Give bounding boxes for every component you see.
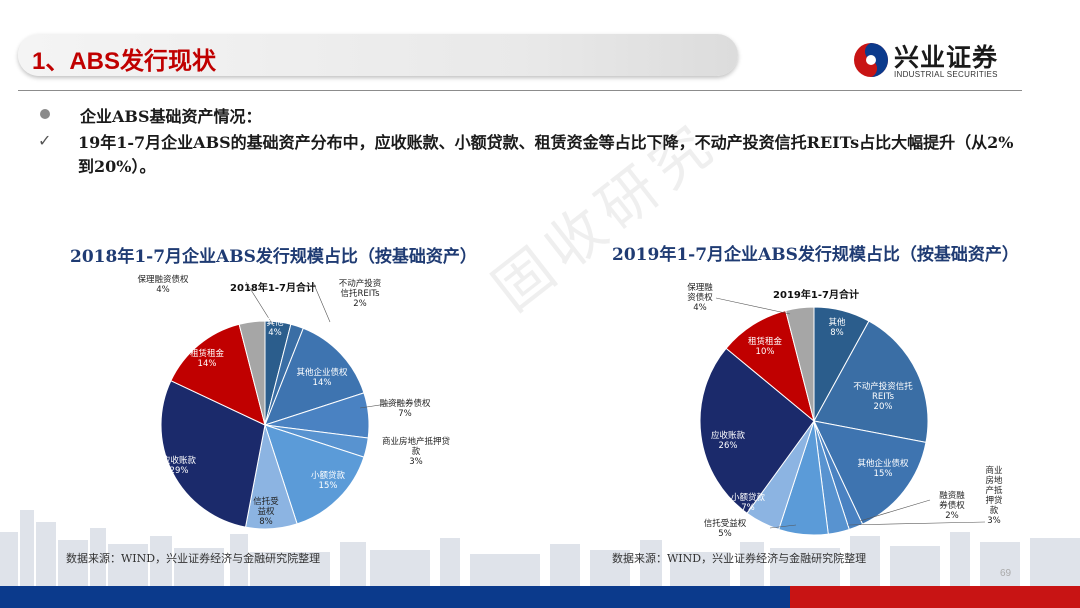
summary-paragraph: 19年1-7月企业ABS的基础资产分布中，应收账款、小额贷款、租赁资金等占比下降… — [78, 133, 1014, 176]
pie-data-label: 租赁租金 10% — [748, 336, 783, 357]
bullet-text: 企业ABS基础资产情况： — [80, 107, 262, 126]
pie-data-label: 不动产投资信托 REITs 20% — [853, 381, 913, 412]
pie-chart-2018: 2018年1-7月合计 其他 4% 不动产投资信托REITs 2% 其他企业债权 14% 融… — [137, 274, 450, 530]
company-logo: 兴业证券 INDUSTRIAL SECURITIES — [852, 38, 1022, 82]
pie-data-label: 融资融券债权 7% — [379, 398, 431, 419]
pie-data-label: 信托受益权 5% — [704, 518, 747, 539]
leader-line — [359, 401, 401, 409]
pie-slice — [785, 306, 815, 422]
source-note-2018: 数据来源：WIND，兴业证券经济与金融研究院整理 — [66, 552, 321, 565]
page-number: 69 — [1000, 568, 1012, 579]
leader-line — [859, 499, 931, 522]
pie-slices-2019 — [699, 306, 929, 536]
pie-data-label: 其他企业债权 14% — [296, 367, 348, 388]
pie-slice — [238, 320, 266, 426]
skyline-decoration — [0, 510, 1080, 588]
leader-line — [847, 521, 986, 526]
pie-labels-2018: 其他 4% 不动产投资信托REITs 2% 其他企业债权 14% 融资融券债权 7% 商业房地产… — [137, 274, 450, 527]
pie-slice — [160, 380, 266, 528]
pie-center-label-2018: 2018年1-7月合计 — [230, 281, 316, 294]
leader-line — [312, 281, 331, 323]
pie-chart-2019: 2019年1-7月合计 其他 8% 不动产投资信托 REITs 20% 其他企业债权 15%… — [687, 282, 1003, 539]
pie-data-label: 租赁租金 14% — [190, 348, 225, 369]
pie-data-label: 保理融资债权 4% — [687, 282, 713, 313]
pie-slice — [264, 424, 365, 525]
page-title: 1、ABS发行现状 — [32, 48, 217, 75]
footer-bar-red — [790, 586, 1080, 608]
pie-data-label: 应收账款 29% — [162, 455, 197, 476]
title-bar — [18, 34, 738, 76]
pie-data-label: 融资融券债权 2% — [939, 490, 965, 521]
pie-data-label: 应收账款 26% — [711, 430, 746, 451]
pie-labels-2019: 其他 8% 不动产投资信托 REITs 20% 其他企业债权 15% 融资融券债权 2% 商业房地… — [687, 282, 1003, 539]
pie-data-label: 其他 4% — [266, 317, 284, 338]
leader-line — [715, 297, 791, 315]
leader-line — [769, 524, 797, 529]
pie-data-label: 小额贷款 7% — [731, 492, 766, 513]
check-icon: ✓ — [38, 131, 52, 150]
pie-center-label-2019: 2019年1-7月合计 — [773, 288, 859, 301]
logo-icon — [854, 43, 888, 77]
pie-data-label: 小额贷款 15% — [311, 470, 346, 491]
pie-data-label: 信托受益权 8% — [253, 496, 279, 527]
pie-data-label: 其他企业债权 15% — [857, 458, 909, 479]
pie-slice — [813, 320, 929, 443]
bullet-dot-icon — [40, 109, 50, 119]
logo-text-cn: 兴业证券 — [894, 43, 999, 72]
logo-text-en: INDUSTRIAL SECURITIES — [894, 70, 998, 79]
pie-slice — [725, 309, 815, 423]
pie-data-label: 商业房地产抵押贷款 3% — [985, 465, 1003, 526]
pie-data-label: 商业房地产抵押贷款 3% — [382, 436, 451, 467]
pie-slice — [813, 420, 927, 525]
pie-slice — [170, 323, 266, 426]
source-note-2019: 数据来源：WIND，兴业证券经济与金融研究院整理 — [612, 552, 867, 565]
leader-line — [245, 281, 274, 326]
pie-data-label: 其他 8% — [828, 317, 846, 338]
pie-data-label: 保理融资债权 4% — [137, 274, 189, 295]
pie-slice — [699, 347, 815, 514]
header-divider — [18, 90, 1022, 91]
pie-data-label: 不动产投资信托REITs 2% — [339, 278, 382, 309]
footer-bar-blue — [0, 586, 790, 608]
chart-title-2019: 2019年1-7月企业ABS发行规模占比（按基础资产） — [612, 245, 1019, 265]
chart-title-2018: 2018年1-7月企业ABS发行规模占比（按基础资产） — [70, 247, 477, 267]
pie-slices-2018 — [160, 320, 370, 530]
